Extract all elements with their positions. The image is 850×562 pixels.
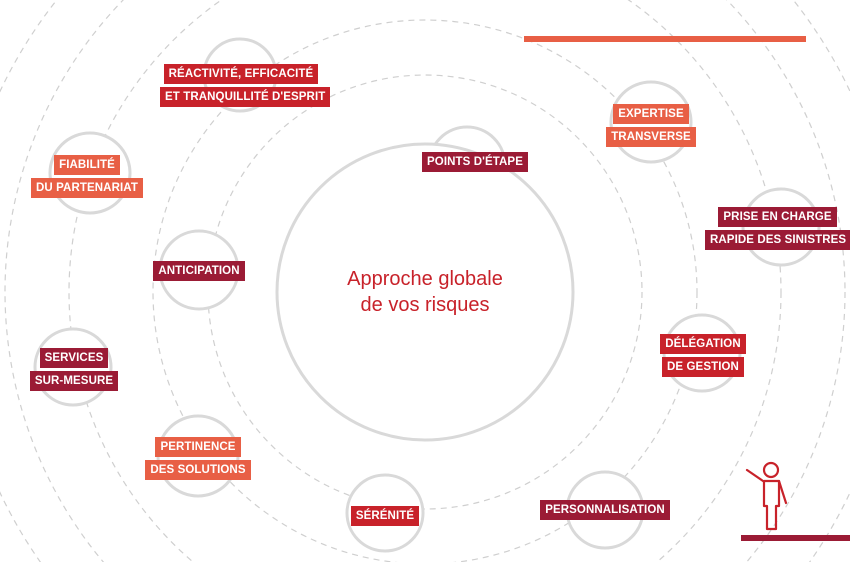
label-prise-en-charge: Prise en charge rapide des sinistres [705,207,850,253]
label-points-etape-line-1: Points d'étape [422,152,528,172]
orbit-ring-3 [68,0,782,562]
label-expertise: Expertise transverse [596,104,706,150]
orbit-ring-4 [4,0,846,562]
center-title-line-1: Approche globale [347,268,503,290]
label-pertinence-line-1: Pertinence [155,437,241,457]
label-fiabilite-line-1: Fiabilité [54,155,120,175]
bottom-accent-bar [741,535,850,541]
label-reactivite-line-2: et tranquillité d'esprit [160,87,331,107]
label-expertise-line-2: transverse [606,127,696,147]
orbit-ring-2 [152,19,698,562]
label-services: Services sur-mesure [22,348,126,394]
label-delegation: Délégation de gestion [652,334,754,380]
label-prise-en-charge-line-2: rapide des sinistres [705,230,850,250]
label-personnalisation: Personnalisation [530,500,680,523]
label-fiabilite: Fiabilité du partenariat [27,155,147,201]
label-personnalisation-line-1: Personnalisation [540,500,670,520]
top-accent-bar [524,36,806,42]
label-expertise-line-1: Expertise [613,104,689,124]
label-anticipation: Anticipation [150,261,248,284]
label-delegation-line-1: Délégation [660,334,746,354]
label-services-line-2: sur-mesure [29,371,119,391]
label-services-line-1: Services [39,348,109,368]
label-reactivite-line-1: Réactivité, efficacité [163,64,319,84]
label-anticipation-line-1: Anticipation [153,261,245,281]
label-reactivite: Réactivité, efficacité et tranquillité d… [160,64,331,110]
label-points-etape: Points d'étape [420,152,530,175]
label-delegation-line-2: de gestion [662,357,744,377]
label-serenite: Sérénité [335,506,435,529]
label-pertinence-line-2: des solutions [145,460,251,480]
orbit-ring-1 [207,74,643,510]
center-title-line-2: de vos risques [360,294,490,316]
person-raising-hand-icon [745,461,788,531]
core-circle [275,142,575,442]
label-fiabilite-line-2: du partenariat [31,178,143,198]
label-prise-en-charge-line-1: Prise en charge [718,207,837,227]
label-pertinence: Pertinence des solutions [140,437,256,483]
label-serenite-line-1: Sérénité [350,506,420,526]
center-title: Approche globale de vos risques [275,266,575,318]
